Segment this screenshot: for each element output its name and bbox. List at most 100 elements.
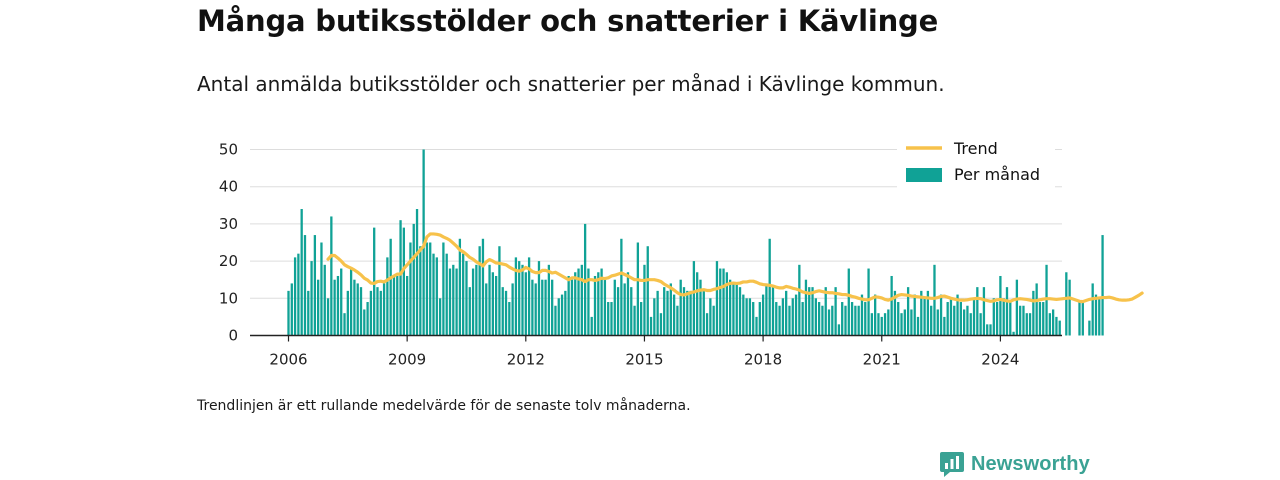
bar <box>705 313 709 336</box>
bar <box>814 298 817 336</box>
bar <box>1042 302 1045 336</box>
bar <box>607 302 610 336</box>
bar <box>1005 287 1009 336</box>
bar <box>603 279 607 336</box>
bar <box>649 316 653 336</box>
bar <box>834 287 837 336</box>
bar <box>966 305 969 336</box>
bar <box>630 287 633 336</box>
bar <box>478 246 481 336</box>
bar <box>640 302 643 336</box>
bar <box>785 290 788 336</box>
bar <box>1055 316 1058 336</box>
bar <box>926 290 930 336</box>
bar <box>808 287 811 336</box>
bar <box>679 279 682 336</box>
bar <box>999 275 1002 336</box>
bar <box>626 272 630 336</box>
bar <box>811 287 814 336</box>
bar <box>369 290 373 336</box>
bar <box>880 316 883 336</box>
bar <box>610 302 613 336</box>
bar <box>498 246 501 336</box>
bar <box>514 257 518 336</box>
bar <box>794 294 798 336</box>
bar <box>827 309 831 336</box>
bar <box>1038 302 1042 336</box>
bar <box>666 290 669 336</box>
bar <box>663 287 666 336</box>
bar <box>857 305 860 336</box>
bar <box>448 268 452 336</box>
bar <box>323 264 326 336</box>
bar <box>778 305 781 336</box>
bar <box>570 279 574 336</box>
bar <box>455 268 458 336</box>
bar <box>560 294 564 336</box>
bar <box>1002 298 1005 336</box>
bar <box>471 268 475 336</box>
bar <box>676 305 679 336</box>
bar <box>359 287 363 336</box>
bar <box>738 287 742 336</box>
bar <box>949 298 953 336</box>
bar <box>643 264 646 336</box>
bar <box>696 272 699 336</box>
bar <box>551 279 554 336</box>
bar <box>953 305 956 336</box>
bar <box>597 272 600 336</box>
bar <box>458 238 462 336</box>
bar <box>297 253 300 336</box>
bar <box>343 313 346 336</box>
bar <box>712 305 715 336</box>
bar <box>903 309 906 336</box>
bar <box>969 313 972 336</box>
legend-bar-swatch <box>906 168 942 182</box>
bar <box>765 283 768 336</box>
bar <box>900 313 903 336</box>
bar <box>541 279 544 336</box>
bar <box>475 264 478 336</box>
bar <box>910 309 913 336</box>
bar <box>692 261 696 336</box>
bar <box>672 294 676 336</box>
bar <box>593 275 597 336</box>
bar <box>702 290 705 336</box>
bar <box>768 238 771 336</box>
bar <box>419 246 422 336</box>
bar <box>429 242 432 336</box>
x-tick-label: 2015 <box>625 351 663 369</box>
bar <box>883 313 887 336</box>
bar <box>864 302 867 336</box>
bar <box>824 287 827 336</box>
bar <box>781 298 785 336</box>
bar <box>616 287 620 336</box>
bar <box>920 290 923 336</box>
bar <box>979 313 982 336</box>
bar <box>508 302 511 336</box>
bar <box>817 302 821 336</box>
bar <box>504 290 508 336</box>
bar <box>531 279 534 336</box>
bar <box>860 294 864 336</box>
bar <box>554 305 557 336</box>
bar <box>735 283 738 336</box>
bar <box>959 302 962 336</box>
bar <box>580 264 583 336</box>
bar <box>353 279 356 336</box>
bar <box>709 298 712 336</box>
bar <box>930 305 933 336</box>
bar <box>989 324 992 336</box>
bar <box>821 305 824 336</box>
bar <box>850 302 854 336</box>
bar <box>745 298 748 336</box>
bar <box>326 298 330 336</box>
legend: Trend Per månad <box>897 134 1055 192</box>
bar <box>518 261 521 336</box>
brand-logo[interactable]: Newsworthy <box>939 450 1090 478</box>
bar <box>396 275 399 336</box>
bar <box>583 223 587 336</box>
bar <box>445 253 448 336</box>
bar <box>534 283 537 336</box>
